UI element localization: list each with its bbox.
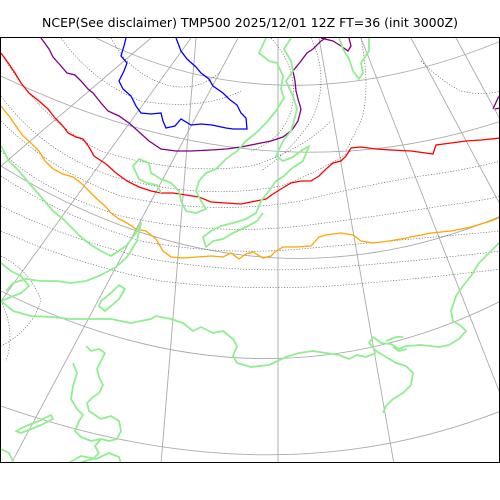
meridian-line (1, 38, 152, 167)
isotherm-line (1, 175, 499, 252)
latitude-lines (1, 38, 499, 456)
isotherm-line (110, 38, 222, 88)
coastline (1, 448, 14, 462)
coastlines (1, 38, 499, 462)
coastline (1, 262, 30, 302)
coastline (338, 38, 370, 80)
isotherm-line (345, 38, 367, 152)
highlighted-isotherms (1, 38, 499, 260)
meridian-line (160, 38, 197, 462)
isotherm-line (1, 255, 42, 347)
coastline (79, 345, 122, 462)
coastline (202, 38, 310, 248)
dotted-isotherms (1, 38, 499, 362)
map-frame (0, 37, 500, 463)
latitude-line (1, 165, 499, 259)
coastline (155, 315, 377, 368)
coastline (132, 38, 285, 214)
meridian-line (1, 38, 192, 302)
isotherm-line (1, 205, 499, 271)
weather-map (1, 38, 499, 462)
meridian-line (360, 38, 499, 393)
latitude-line (95, 38, 499, 86)
meridian-line (11, 38, 239, 462)
isotherm-line (1, 230, 499, 288)
isotherm-line (60, 38, 242, 105)
coastline (385, 336, 408, 352)
coastline (368, 241, 499, 414)
orange-isotherm (1, 105, 499, 260)
meridian-line (410, 38, 499, 204)
meridian-lines (1, 38, 499, 462)
meridian-line (318, 38, 395, 462)
coastline (70, 362, 102, 442)
coastline (68, 452, 122, 462)
blue-isotherm (118, 38, 248, 130)
isotherm-line (1, 300, 11, 362)
coastline (1, 145, 142, 292)
purple-isotherm (40, 38, 499, 152)
isotherm-line (1, 95, 352, 192)
latitude-line (1, 75, 499, 153)
map-title: NCEP(See disclaimer) TMP500 2025/12/01 1… (41, 15, 458, 30)
isotherm-line (1, 150, 499, 230)
isotherm-line (1, 120, 499, 208)
coastline (15, 414, 54, 434)
coastline (1, 300, 157, 324)
coastline (98, 284, 126, 312)
latitude-line (1, 290, 499, 359)
latitude-line (1, 405, 499, 456)
isotherm-line (420, 60, 499, 94)
red-isotherm (1, 52, 499, 205)
